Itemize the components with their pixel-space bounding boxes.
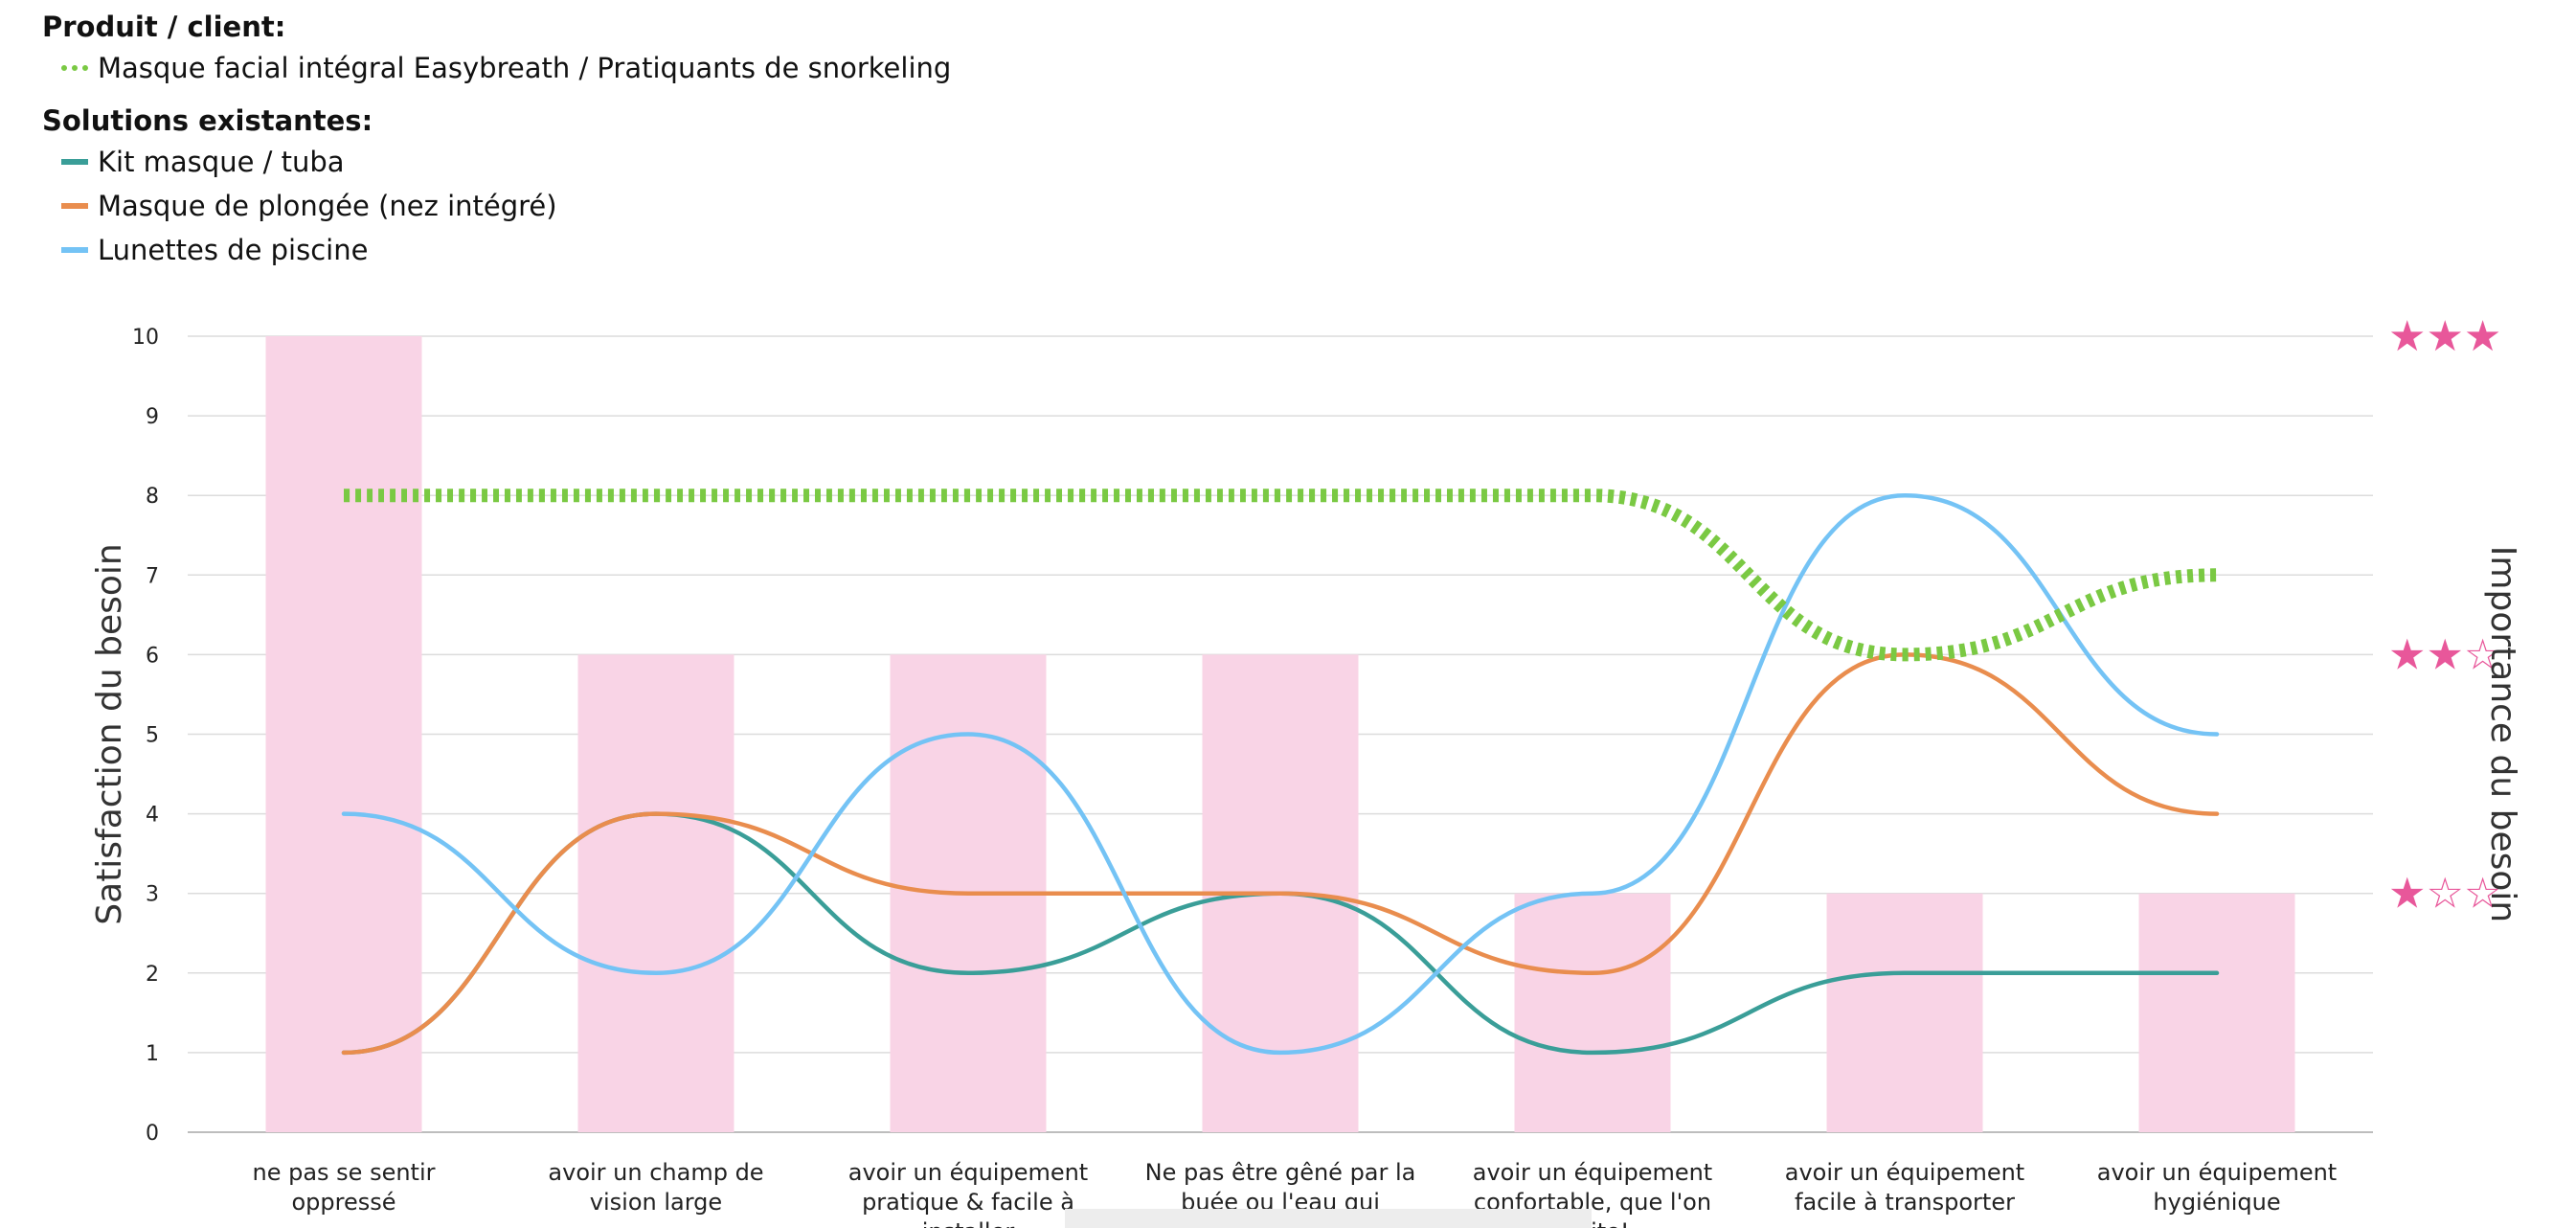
importance-stars-label: ★★★ bbox=[2388, 312, 2501, 361]
y-tick-label: 10 bbox=[132, 326, 159, 350]
legend: Produit / client: Masque facial intégral… bbox=[42, 8, 951, 272]
legend-item-masque-plongee: Masque de plongée (nez intégré) bbox=[61, 184, 951, 228]
series-line-3 bbox=[341, 492, 2220, 1056]
y2-axis-title: Importance du besoin bbox=[2483, 546, 2522, 922]
horizontal-scrollbar[interactable] bbox=[1065, 1209, 1592, 1228]
y-tick-label: 1 bbox=[146, 1042, 159, 1066]
importance-bar bbox=[1826, 893, 1983, 1132]
legend-item-lunettes: Lunettes de piscine bbox=[61, 228, 951, 272]
legend-swatch-blue bbox=[61, 247, 88, 253]
importance-stars: ★★★ ★★☆ ★☆☆ bbox=[2388, 312, 2501, 919]
y-tick-label: 9 bbox=[146, 405, 159, 429]
legend-label-masque-plongee: Masque de plongée (nez intégré) bbox=[98, 190, 557, 222]
y-axis-ticks: 0 1 2 3 4 5 6 7 8 9 10 bbox=[132, 326, 159, 1146]
x-category-label: avoir un champ de vision large bbox=[548, 1159, 763, 1216]
x-category-label: ne pas se sentir oppressé bbox=[252, 1159, 435, 1216]
y-tick-label: 4 bbox=[146, 804, 159, 828]
series-line-4 bbox=[343, 489, 2218, 662]
y-tick-label: 8 bbox=[146, 485, 159, 509]
y-tick-label: 6 bbox=[146, 644, 159, 668]
legend-swatch-teal bbox=[61, 159, 88, 165]
y-tick-label: 3 bbox=[146, 883, 159, 907]
importance-bar bbox=[1514, 893, 1671, 1132]
legend-swatch-dotted-green bbox=[61, 65, 88, 71]
legend-label-easybreath: Masque facial intégral Easybreath / Prat… bbox=[98, 52, 952, 84]
x-category-label: avoir un équipement hygiénique bbox=[2097, 1159, 2337, 1216]
y-tick-label: 5 bbox=[146, 724, 159, 748]
legend-swatch-orange bbox=[61, 203, 88, 209]
legend-label-kit: Kit masque / tuba bbox=[98, 146, 345, 178]
legend-product-heading: Produit / client: bbox=[42, 11, 286, 43]
x-category-label: avoir un équipement facile à transporter bbox=[1785, 1159, 2024, 1216]
legend-label-lunettes: Lunettes de piscine bbox=[98, 234, 369, 266]
importance-stars-label: ★★☆ bbox=[2388, 630, 2501, 679]
importance-bar bbox=[2138, 893, 2295, 1132]
importance-stars-label: ★☆☆ bbox=[2388, 870, 2501, 919]
y-axis-title: Satisfaction du besoin bbox=[90, 543, 129, 924]
importance-bar bbox=[577, 654, 734, 1132]
legend-item-kit: Kit masque / tuba bbox=[61, 140, 951, 184]
y-tick-label: 7 bbox=[146, 564, 159, 588]
legend-item-easybreath: Masque facial intégral Easybreath / Prat… bbox=[61, 46, 951, 90]
y-tick-label: 2 bbox=[146, 963, 159, 987]
x-category-label: Ne pas être gêné par la buée ou l'eau qui bbox=[1145, 1159, 1416, 1216]
legend-existing-heading: Solutions existantes: bbox=[42, 104, 373, 137]
y-tick-label: 0 bbox=[146, 1122, 159, 1146]
importance-bar bbox=[265, 336, 422, 1132]
series-lines bbox=[341, 489, 2220, 1056]
